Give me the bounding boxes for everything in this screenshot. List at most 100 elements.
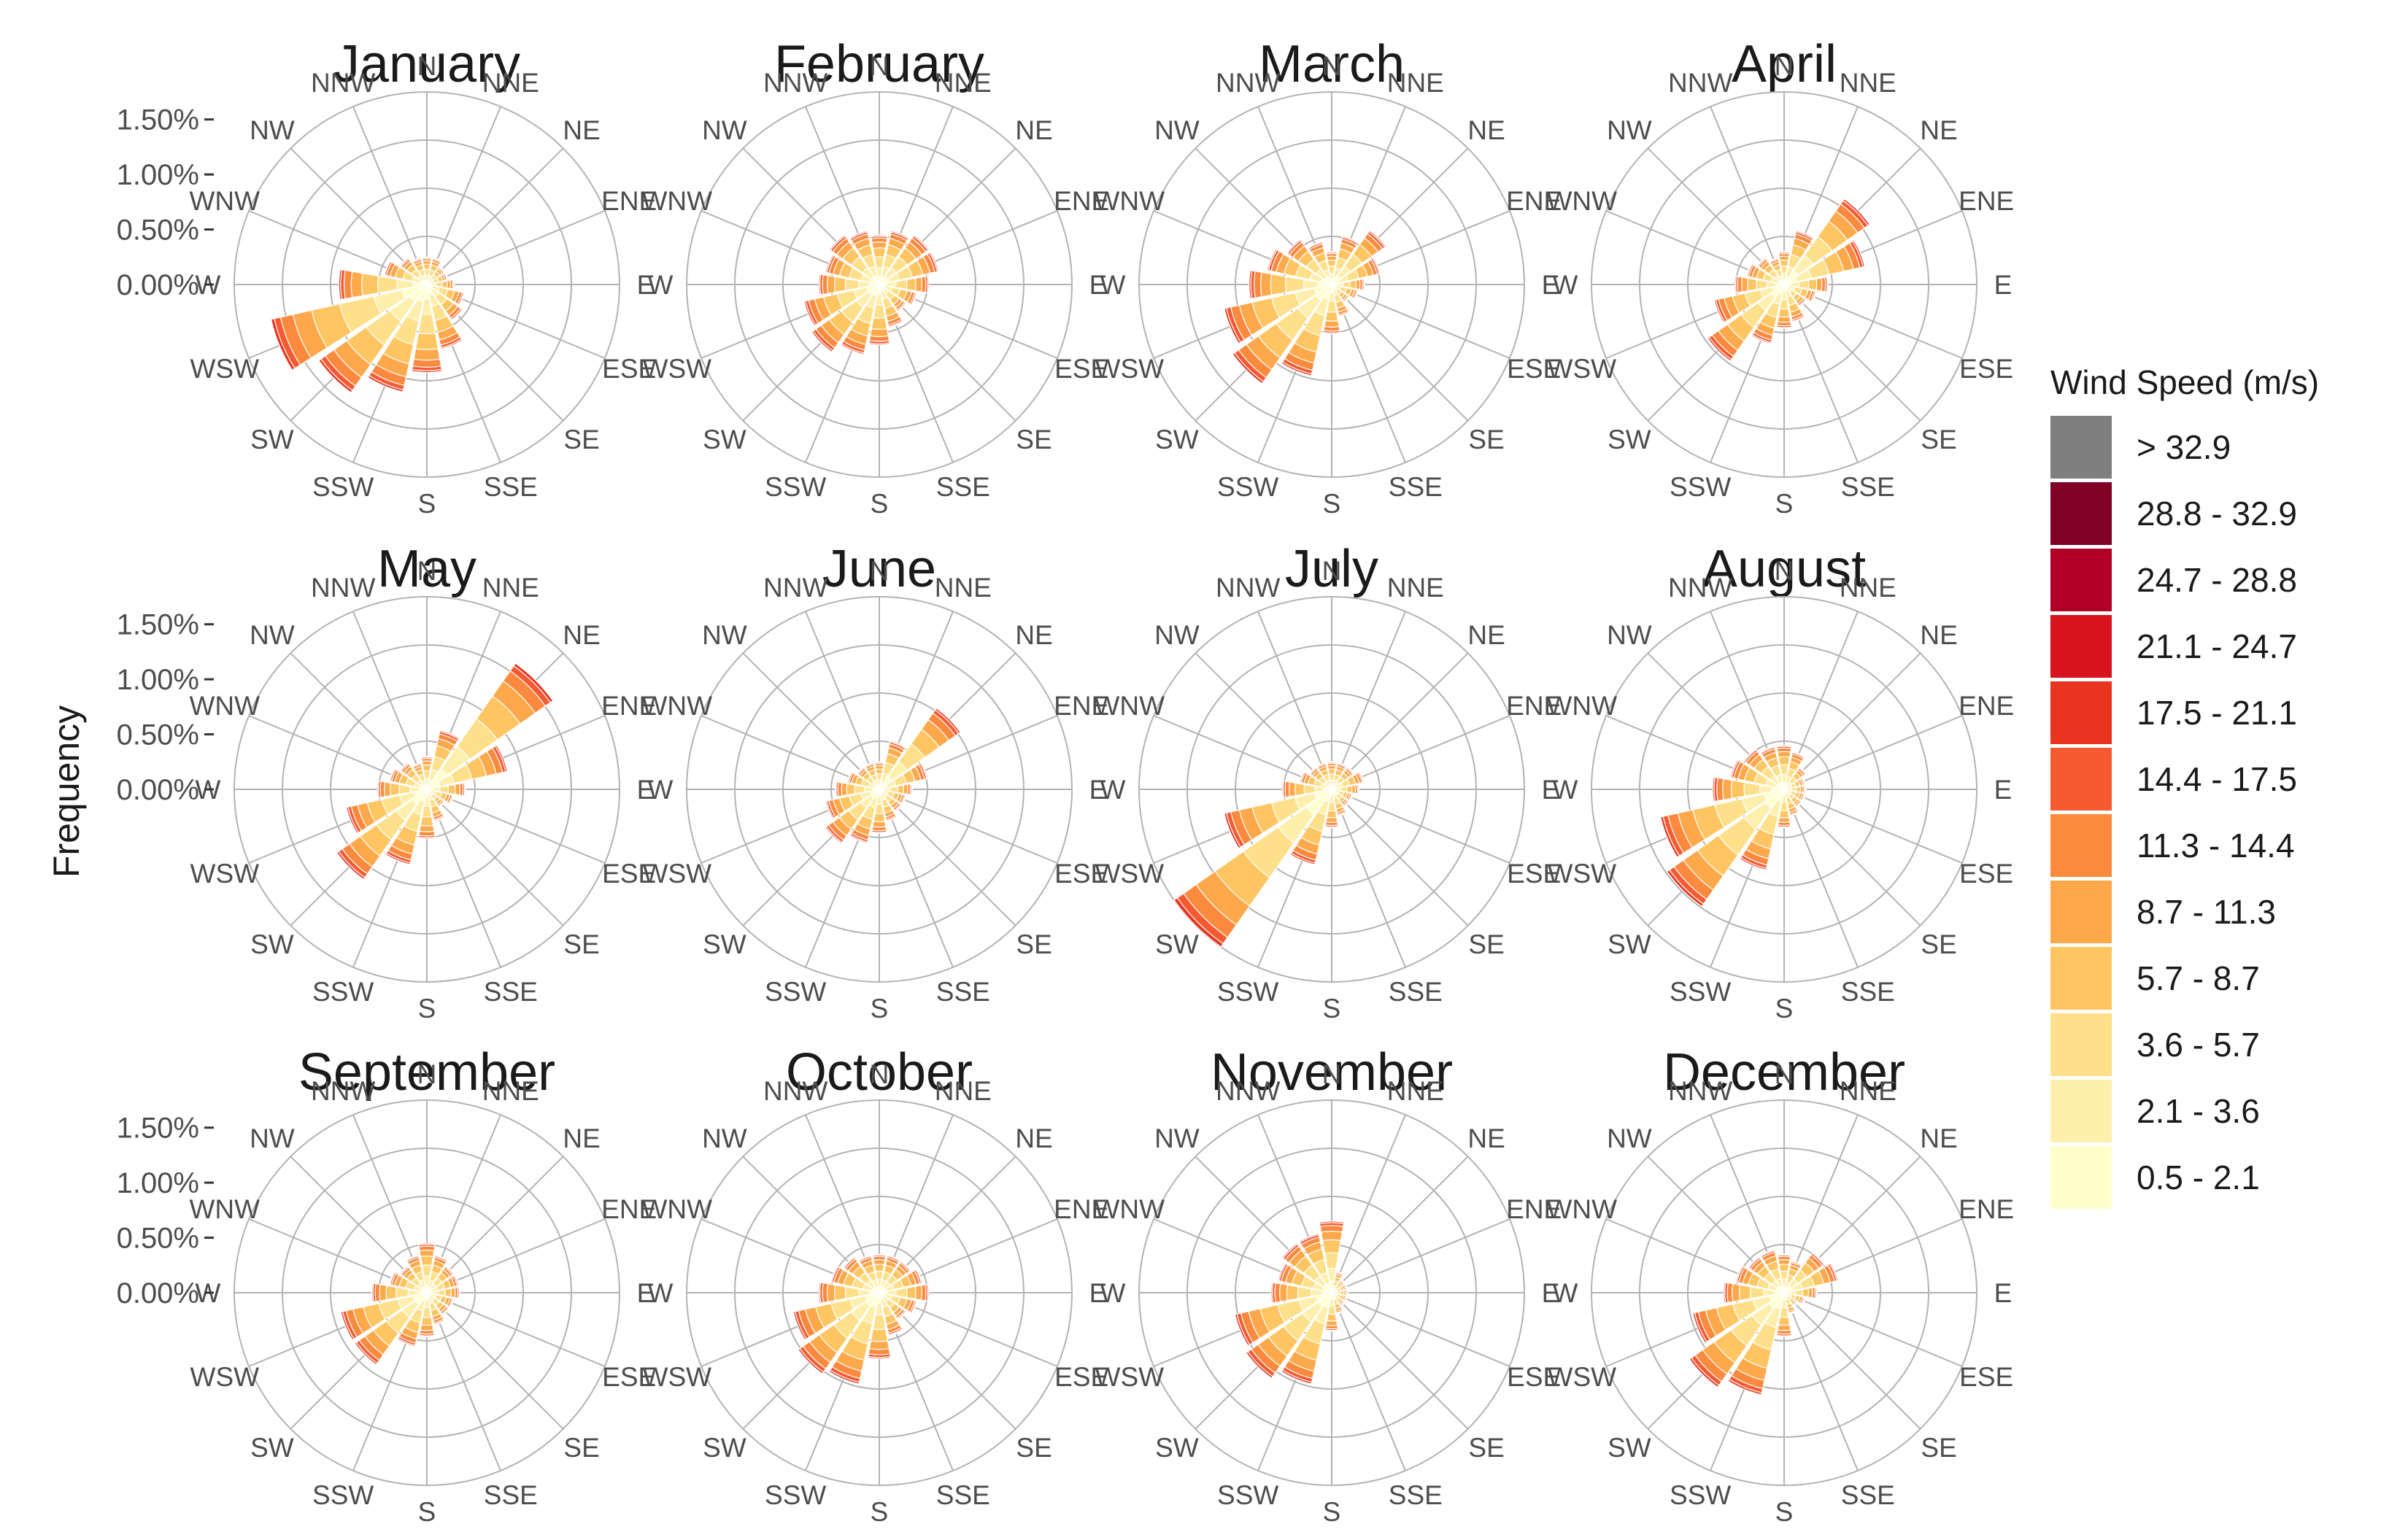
- petal-e-bin-8: [1346, 785, 1353, 794]
- petal-ne-bin-4: [912, 234, 930, 252]
- petal-s-bin-4: [1322, 331, 1341, 335]
- direction-label-se: SE: [1468, 929, 1504, 959]
- direction-label-nw: NW: [1607, 620, 1652, 650]
- panel-title: March: [1259, 35, 1405, 93]
- petal-n-bin-8: [1327, 768, 1336, 775]
- grid-spoke: [1783, 789, 1859, 968]
- legend-title: Wind Speed (m/s): [2050, 363, 2319, 401]
- petal-ne-bin-4: [1842, 198, 1871, 227]
- panel-title: November: [1211, 1043, 1453, 1102]
- direction-label-wsw: WSW: [643, 1362, 712, 1392]
- petal-s-bin-9: [874, 803, 884, 815]
- petal-ssw-bin-4: [1751, 333, 1772, 344]
- petal-sw-bin-4: [1689, 1357, 1720, 1388]
- petal-sw-bin-4: [1707, 336, 1732, 362]
- petal-nne-bin-4: [432, 257, 443, 263]
- petal-w-bin-8: [1270, 273, 1287, 296]
- direction-label-e: E: [1089, 1278, 1108, 1308]
- grid-spoke: [1783, 715, 1963, 790]
- petal-ssw-bin-4: [396, 1337, 416, 1347]
- petal-n-bin-8: [1321, 1239, 1342, 1254]
- legend-label: 8.7 - 11.3: [2137, 893, 2276, 931]
- petal-s-bin-8: [420, 1316, 433, 1326]
- petal-se-bin-4: [1343, 296, 1351, 303]
- r-tick-label: 1.00%: [117, 159, 199, 191]
- direction-label-nw: NW: [702, 115, 747, 145]
- petal-n-bin-4: [420, 756, 433, 758]
- grid-spoke: [352, 106, 428, 285]
- grid-spoke: [805, 611, 880, 790]
- petal-wnw-bin-4: [1745, 263, 1753, 277]
- petal-ssw-bin-4: [385, 852, 412, 865]
- direction-label-sw: SW: [1608, 425, 1651, 454]
- direction-label-nne: NNE: [482, 68, 539, 98]
- direction-label-nw: NW: [702, 1123, 747, 1153]
- panel-title: August: [1702, 540, 1866, 598]
- petal-n-bin-7: [1320, 1231, 1343, 1242]
- grid-spoke: [1783, 652, 1921, 790]
- direction-label-ese: ESE: [1054, 859, 1108, 889]
- petal-nnw-bin-4: [1768, 257, 1779, 263]
- direction-label-wsw: WSW: [1095, 354, 1165, 384]
- petal-ne-bin-4: [513, 662, 554, 703]
- petal-n-bin-7: [1777, 751, 1791, 758]
- petal-wsw-bin-4: [792, 1311, 807, 1341]
- petal-ese-bin-4: [1802, 1296, 1807, 1306]
- direction-label-e: E: [637, 1278, 655, 1308]
- direction-label-nw: NW: [1154, 115, 1200, 145]
- petal-w-bin-4: [338, 268, 343, 301]
- petal-sw-bin-4: [1173, 897, 1224, 948]
- direction-label-nw: NW: [250, 115, 295, 145]
- petal-wnw-bin-4: [1277, 1262, 1287, 1282]
- legend-label: 21.1 - 24.7: [2137, 627, 2297, 665]
- petal-ene-bin-4: [1802, 776, 1807, 786]
- petal-wnw-bin-4: [1299, 771, 1305, 784]
- direction-label-n: N: [1775, 51, 1794, 81]
- direction-label-sw: SW: [703, 425, 746, 454]
- petal-s-bin-4: [1324, 1329, 1339, 1332]
- direction-label-w: W: [1553, 1278, 1578, 1308]
- petal-n-bin-4: [1319, 1220, 1345, 1224]
- petal-n-bin-9: [1780, 1270, 1788, 1280]
- direction-label-nw: NW: [1607, 1123, 1652, 1153]
- direction-label-sse: SSE: [936, 1480, 990, 1510]
- grid-spoke: [1331, 789, 1510, 864]
- petal-sse-bin-4: [885, 816, 898, 822]
- direction-label-sse: SSE: [936, 472, 990, 502]
- petal-n-bin-9: [873, 256, 885, 268]
- petal-n-bin-8: [1327, 259, 1337, 267]
- legend-label: 14.4 - 17.5: [2137, 760, 2297, 798]
- direction-label-ese: ESE: [1959, 1362, 2013, 1392]
- petal-n-bin-4: [1777, 1253, 1791, 1256]
- direction-label-nw: NW: [702, 620, 747, 650]
- direction-label-n: N: [870, 556, 890, 586]
- petal-w-bin-9: [1303, 784, 1316, 795]
- petal-n-bin-8: [872, 247, 887, 258]
- direction-label-nnw: NNW: [311, 573, 375, 603]
- petal-w-bin-8: [1730, 779, 1745, 800]
- grid-spoke: [1331, 284, 1469, 422]
- direction-label-ese: ESE: [602, 859, 656, 889]
- petal-n-bin-9: [1780, 266, 1788, 274]
- petal-nne-bin-4: [1790, 1260, 1802, 1266]
- petal-e-bin-7: [914, 1285, 922, 1301]
- legend-swatch: [2050, 482, 2112, 545]
- direction-label-nne: NNE: [1840, 1076, 1896, 1106]
- direction-label-e: E: [1542, 270, 1560, 300]
- petal-ene-bin-4: [1372, 257, 1381, 275]
- direction-label-wnw: WNW: [642, 186, 713, 216]
- petal-w-bin-4: [1712, 776, 1716, 802]
- direction-label-wnw: WNW: [1095, 691, 1165, 721]
- direction-label-wsw: WSW: [1095, 859, 1165, 889]
- petal-nw-bin-4: [1281, 1242, 1299, 1260]
- direction-label-se: SE: [1921, 1433, 1956, 1463]
- direction-label-nnw: NNW: [1668, 68, 1732, 98]
- direction-label-sw: SW: [250, 425, 294, 454]
- petal-w-bin-4: [1723, 1281, 1726, 1304]
- direction-label-sw: SW: [1155, 1433, 1199, 1463]
- petal-s-bin-7: [413, 348, 441, 361]
- petal-w-bin-4: [377, 780, 380, 799]
- petal-nnw-bin-4: [1759, 746, 1775, 754]
- petal-sw-bin-4: [1245, 1350, 1274, 1380]
